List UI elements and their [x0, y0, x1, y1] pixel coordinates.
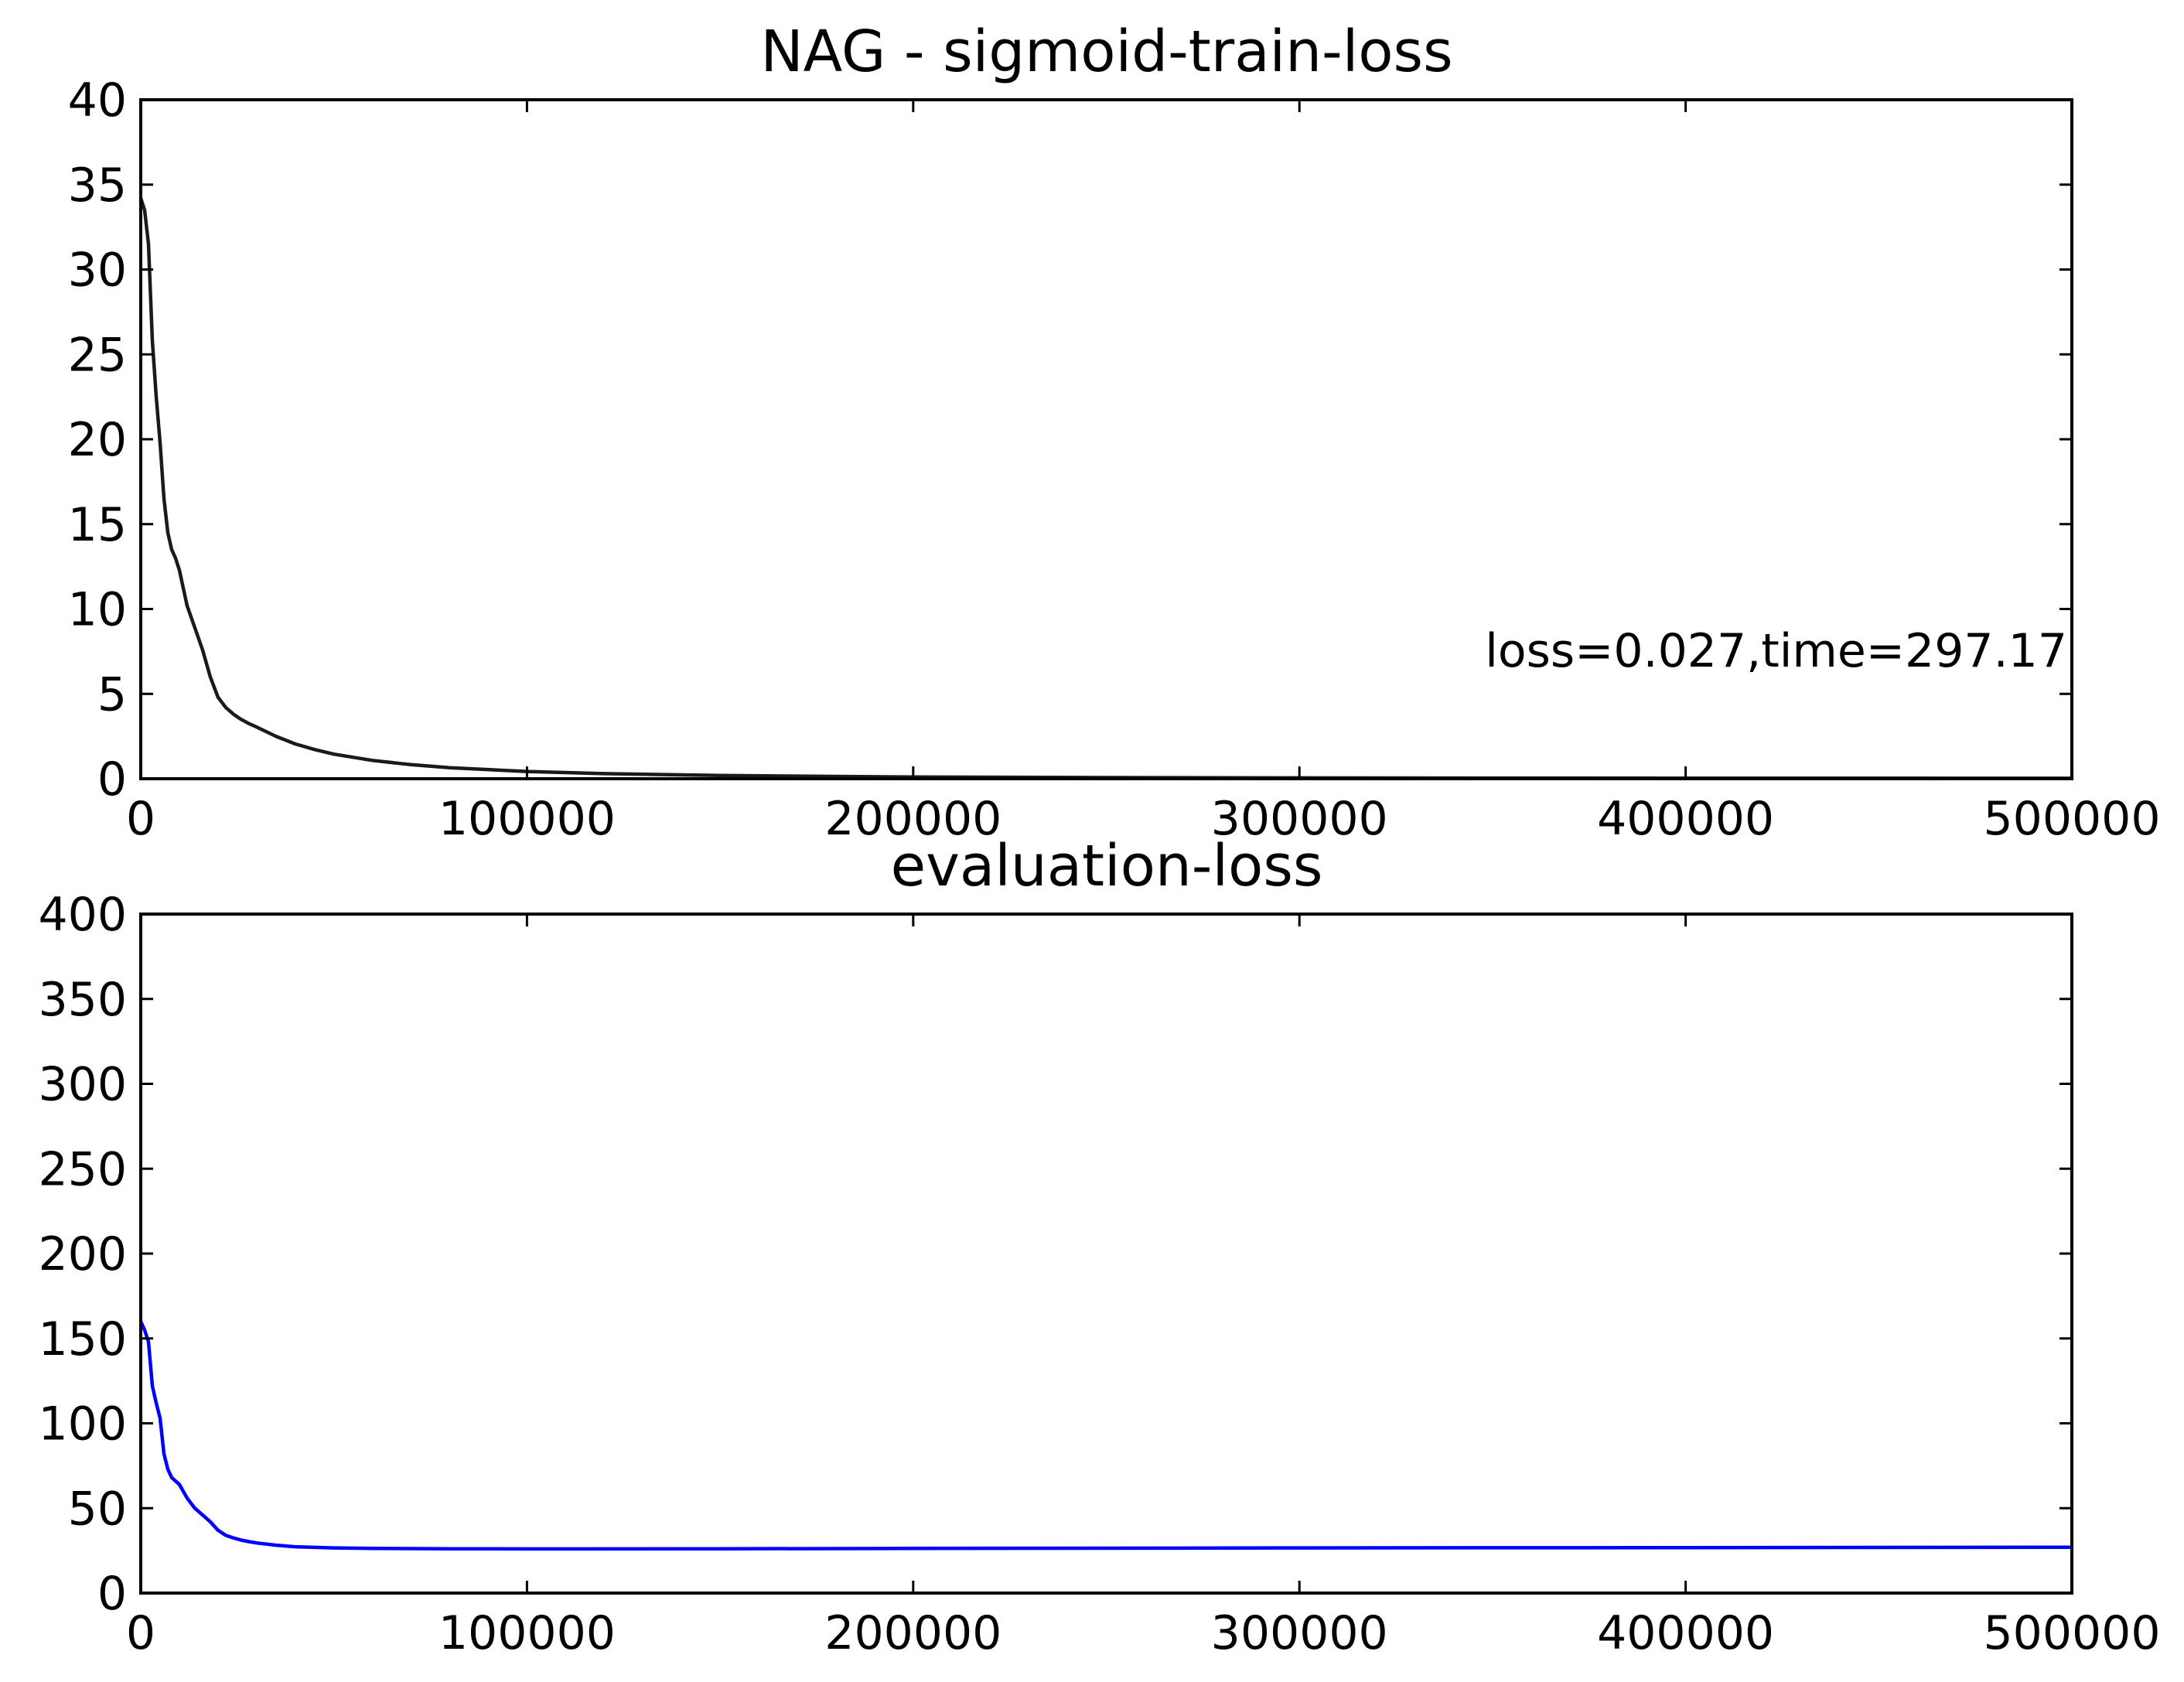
- x-tick-label: 0: [126, 1606, 155, 1660]
- y-tick-label: 0: [97, 752, 127, 807]
- y-tick-label: 50: [68, 1482, 127, 1536]
- y-tick-label: 30: [68, 244, 127, 298]
- y-tick-label: 100: [38, 1397, 127, 1452]
- x-tick-label: 100000: [439, 1606, 616, 1660]
- y-tick-label: 200: [38, 1227, 127, 1281]
- x-tick-label: 400000: [1597, 792, 1774, 846]
- y-tick-label: 5: [97, 667, 127, 722]
- y-tick-label: 250: [38, 1142, 127, 1196]
- plot-frame: [139, 98, 2073, 780]
- x-tick-label: 200000: [824, 792, 1002, 846]
- y-tick-label: 25: [68, 328, 127, 382]
- y-tick-label: 35: [68, 159, 127, 213]
- series-line-0: [138, 196, 2074, 780]
- x-tick-label: 200000: [824, 1606, 1002, 1660]
- series-line-0: [138, 1319, 2074, 1551]
- train-loss-chart: NAG - sigmoid-train-loss 0 100000 200000 30…: [68, 19, 2161, 846]
- x-tick-label: 500000: [1983, 1606, 2160, 1660]
- evaluation-loss-chart: evaluation-loss 0 100000 200000 300000 40000…: [38, 833, 2160, 1660]
- x-tick-label: 400000: [1597, 1606, 1774, 1660]
- y-tick-label: 20: [68, 413, 127, 467]
- x-tick-label: 500000: [1983, 792, 2160, 846]
- x-tick-label: 300000: [1211, 1606, 1388, 1660]
- x-tick-label: 100000: [439, 792, 616, 846]
- x-tick-label: 0: [126, 792, 155, 846]
- plot-frame: [139, 913, 2073, 1595]
- result-annotation: loss=0.027,time=297.17: [1485, 624, 2067, 678]
- y-tick-label: 150: [38, 1312, 127, 1366]
- x-tick-label: 300000: [1211, 792, 1388, 846]
- y-tick-label: 0: [97, 1567, 127, 1621]
- y-tick-label: 15: [68, 498, 127, 552]
- y-tick-label: 40: [68, 73, 127, 128]
- chart-title: NAG - sigmoid-train-loss: [760, 19, 1452, 85]
- y-tick-label: 400: [38, 888, 127, 942]
- chart-title: evaluation-loss: [891, 833, 1323, 899]
- y-tick-label: 10: [68, 583, 127, 637]
- y-tick-label: 300: [38, 1058, 127, 1112]
- y-tick-label: 350: [38, 973, 127, 1027]
